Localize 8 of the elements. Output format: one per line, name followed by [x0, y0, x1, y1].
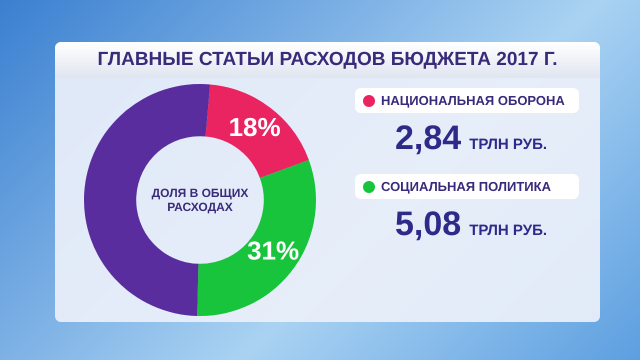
- data-label: 18%: [228, 112, 281, 142]
- text: ДОЛЯ В ОБЩИХ РАСХОДАХ: [152, 186, 248, 214]
- chart-title: ГЛАВНЫЕ СТАТЬИ РАСХОДОВ БЮДЖЕТА 2017 Г.: [55, 42, 600, 78]
- legend-label: СОЦИАЛЬНАЯ ПОЛИТИКА: [381, 179, 551, 194]
- text: 2,84 ТРЛН РУБ.: [395, 119, 548, 157]
- text: 5,08 ТРЛН РУБ.: [395, 205, 548, 243]
- data-label: 31%: [247, 236, 300, 266]
- legend-label: НАЦИОНАЛЬНАЯ ОБОРОНА: [381, 93, 565, 108]
